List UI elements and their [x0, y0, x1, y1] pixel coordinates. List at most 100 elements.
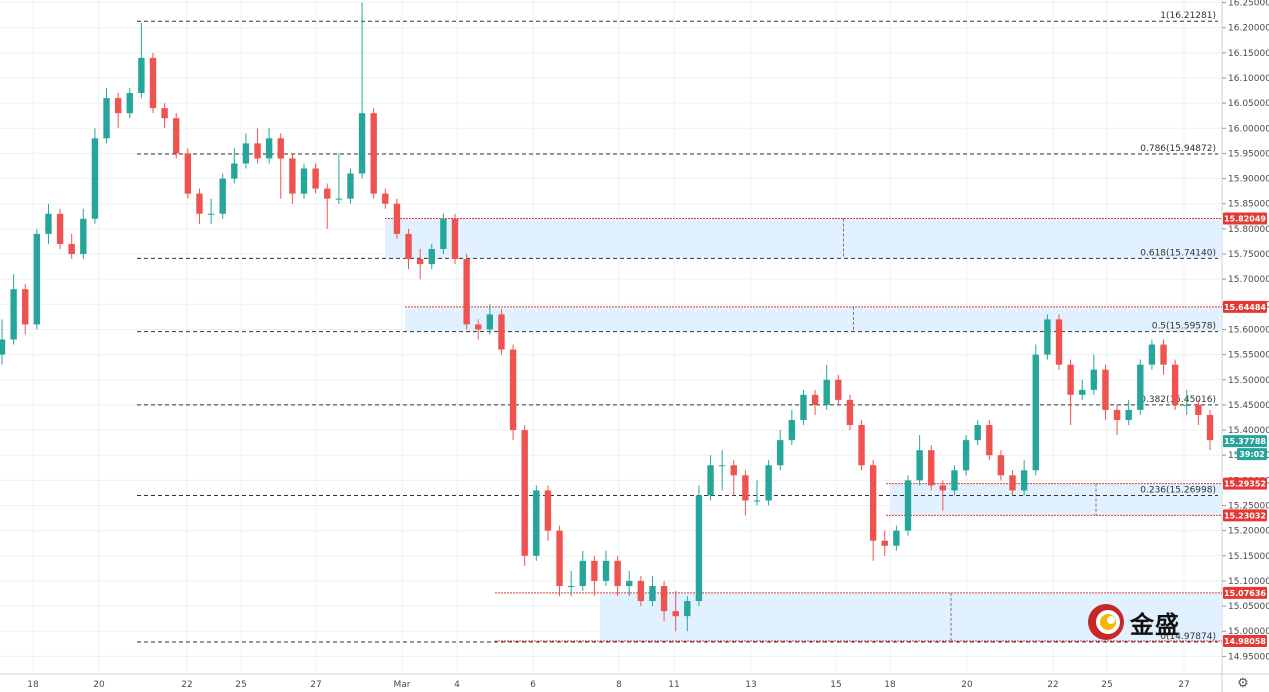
candle-body [997, 455, 1005, 476]
countdown-tag: 39:02 [1239, 450, 1264, 459]
candle-body [0, 339, 6, 355]
candle-body [370, 113, 377, 194]
price-tags: 15.82049 15.64484 15.29352 15.23032 15.07636… [1223, 212, 1267, 648]
candle-body [254, 143, 261, 159]
candle-body [463, 259, 470, 325]
candle-body [22, 289, 29, 325]
candle-body [660, 585, 668, 612]
zone-rect [405, 306, 1222, 332]
candle-body [219, 178, 226, 214]
candle-body [33, 233, 41, 325]
candle-body [126, 93, 133, 114]
candle-body [300, 168, 308, 194]
candle-body [312, 168, 319, 189]
fib-label: 1(16.21281) [1160, 11, 1216, 21]
zone-top-tag-bg [1223, 586, 1267, 599]
candle-body [173, 118, 180, 154]
candle-body [1020, 470, 1028, 491]
candle-body [602, 560, 610, 581]
candle-body [1102, 369, 1109, 410]
candle-body [1090, 369, 1098, 390]
y-tick-label: 15.55000 [1228, 351, 1269, 361]
y-tick-label: 16.15000 [1228, 49, 1269, 59]
zone-bottom-tag-bg [1223, 509, 1267, 522]
candle-body [579, 560, 586, 586]
candle-body [695, 495, 703, 602]
candle-body [56, 213, 64, 244]
candle-body [730, 465, 737, 476]
candle-body [974, 425, 981, 441]
candle-body [475, 324, 482, 330]
candle-body [939, 485, 947, 491]
candle-body [916, 450, 923, 481]
y-tick-label: 15.10000 [1228, 577, 1269, 587]
candle-body [533, 490, 540, 556]
x-tick-label: 11 [668, 680, 679, 690]
zone-bottom-tag-bg [1223, 635, 1267, 648]
candle-body [1067, 364, 1074, 395]
candle-body [1044, 319, 1051, 355]
candle-body [835, 379, 842, 400]
candle-body [231, 163, 238, 179]
candle-body [869, 465, 877, 541]
candle-body [1055, 319, 1063, 365]
candle-body [451, 218, 459, 260]
y-tick-label: 14.95000 [1228, 652, 1269, 662]
x-tick-label: 22 [1047, 680, 1058, 690]
candle-body [347, 173, 354, 199]
candle-body [138, 57, 145, 94]
zone-top-tag: 15.64484 [1224, 303, 1266, 312]
x-tick-label: 8 [616, 680, 622, 690]
candle-body [207, 213, 215, 215]
y-tick-label: 16.10000 [1228, 74, 1269, 84]
candle-body [358, 113, 366, 174]
fib-label: 0.236(15.26998) [1140, 485, 1216, 495]
candle-body [1137, 364, 1144, 410]
zone-top-tag-bg [1223, 212, 1267, 225]
candle-body [846, 399, 854, 426]
candle-body [788, 419, 796, 441]
y-tick-label: 15.20000 [1228, 527, 1269, 537]
candle-body [393, 203, 401, 234]
candle-body [114, 98, 122, 114]
candle-body [742, 475, 749, 501]
candle-body [196, 193, 203, 214]
candle-body [1160, 344, 1167, 365]
candle-body [277, 138, 284, 159]
candle-body [1125, 409, 1132, 420]
zone-top-tag: 15.82049 [1224, 215, 1266, 224]
candle-body [10, 289, 17, 340]
y-tick-label: 15.60000 [1228, 325, 1269, 335]
fib-label: 0(14.97874) [1160, 632, 1216, 642]
candle-body [544, 490, 552, 531]
x-tick-label: 20 [961, 680, 973, 690]
y-tick-label: 15.45000 [1228, 401, 1269, 411]
candle-body [986, 425, 993, 456]
zone-rect [385, 218, 1222, 259]
x-tick-label: 27 [1178, 680, 1189, 690]
y-tick-label: 15.70000 [1228, 275, 1269, 285]
y-tick-label: 15.00000 [1228, 627, 1269, 637]
x-tick-label: 18 [884, 680, 896, 690]
y-tick-label: 16.20000 [1228, 24, 1269, 34]
gear-icon[interactable]: ⚙ [1237, 675, 1249, 690]
x-tick-label: 22 [181, 680, 192, 690]
candle-body [718, 465, 726, 467]
candle-body [68, 243, 75, 255]
current-price-tag-bg [1223, 435, 1267, 448]
x-tick-label: 6 [530, 680, 536, 690]
x-tick-label: 18 [27, 680, 39, 690]
candle-body [881, 540, 888, 546]
x-tick-label: Mar [394, 680, 411, 690]
candle-body [289, 158, 296, 194]
y-tick-label: 16.05000 [1228, 99, 1269, 109]
candle-body [684, 601, 691, 617]
candle-body [1079, 389, 1086, 395]
candle-body [591, 560, 598, 581]
candle-body [904, 480, 912, 531]
candle-body [893, 530, 900, 546]
current-price-tag: 15.37788 [1224, 437, 1266, 446]
candle-body [1183, 404, 1190, 406]
y-tick-label: 15.25000 [1228, 502, 1269, 512]
candle-body [777, 440, 784, 466]
